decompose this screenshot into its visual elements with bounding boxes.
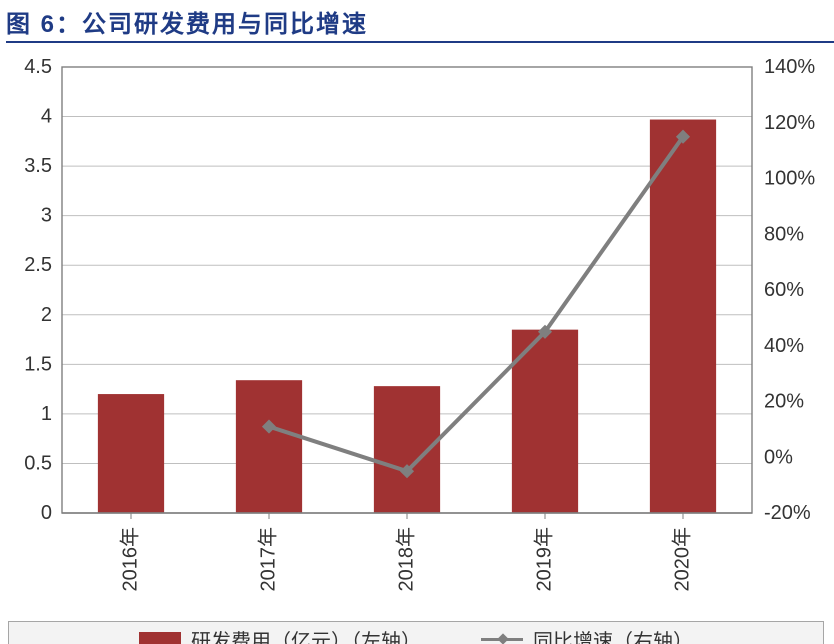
bar: [98, 394, 164, 513]
y-left-tick: 1.5: [24, 353, 52, 375]
y-left-tick: 2.5: [24, 254, 52, 276]
legend-item-line: 同比增速（右轴）: [481, 625, 693, 644]
legend-label-bars: 研发费用（亿元）（左轴）: [191, 625, 421, 644]
y-right-tick: 140%: [764, 56, 815, 78]
chart-area: 0 0.5 1 1.5 2 2.5 3 3.5 4 4.5 -20% 0% 20% 40% 60% 80% 10…: [6, 55, 826, 615]
y-right-tick: 40%: [764, 335, 804, 357]
y-left-tick: 4: [41, 106, 52, 128]
y-right-tick: -20%: [764, 502, 811, 524]
y-right-tick: 0%: [764, 446, 793, 468]
x-tick-label: 2018年: [394, 527, 417, 592]
figure-root: 图 6：公司研发费用与同比增速 0 0.5 1 1.5 2 2.5 3 3.5 4 4.5 -20%…: [0, 0, 834, 644]
y-left-tick: 3.5: [24, 155, 52, 177]
y-right-tick: 60%: [764, 279, 804, 301]
y-right-tick: 80%: [764, 223, 804, 245]
y-left-tick: 2: [41, 304, 52, 326]
legend-item-bars: 研发费用（亿元）（左轴）: [139, 625, 421, 644]
x-tick-label: 2016年: [118, 527, 141, 592]
title-rule: [6, 41, 834, 43]
y-right-tick: 120%: [764, 112, 815, 134]
x-tick-label: 2020年: [670, 527, 693, 592]
chart-svg: 0 0.5 1 1.5 2 2.5 3 3.5 4 4.5 -20% 0% 20% 40% 60% 80% 10…: [6, 55, 826, 603]
y-left-tick: 0: [41, 502, 52, 524]
y-left-tick: 1: [41, 403, 52, 425]
y-right-tick: 100%: [764, 168, 815, 190]
y-right-tick: 20%: [764, 391, 804, 413]
x-tick-label: 2019年: [532, 527, 555, 592]
y-left-tick: 0.5: [24, 452, 52, 474]
title-area: 图 6：公司研发费用与同比增速: [0, 0, 834, 55]
chart-title: 图 6：公司研发费用与同比增速: [6, 4, 834, 39]
legend-label-line: 同比增速（右轴）: [533, 625, 693, 644]
y-left-tick: 4.5: [24, 56, 52, 78]
legend: 研发费用（亿元）（左轴） 同比增速（右轴）: [8, 621, 824, 644]
y-left-tick: 3: [41, 205, 52, 227]
x-tick-label: 2017年: [256, 527, 279, 592]
line-swatch: [481, 632, 523, 644]
bar: [236, 380, 302, 513]
bar: [650, 120, 716, 513]
bar-swatch: [139, 632, 181, 644]
